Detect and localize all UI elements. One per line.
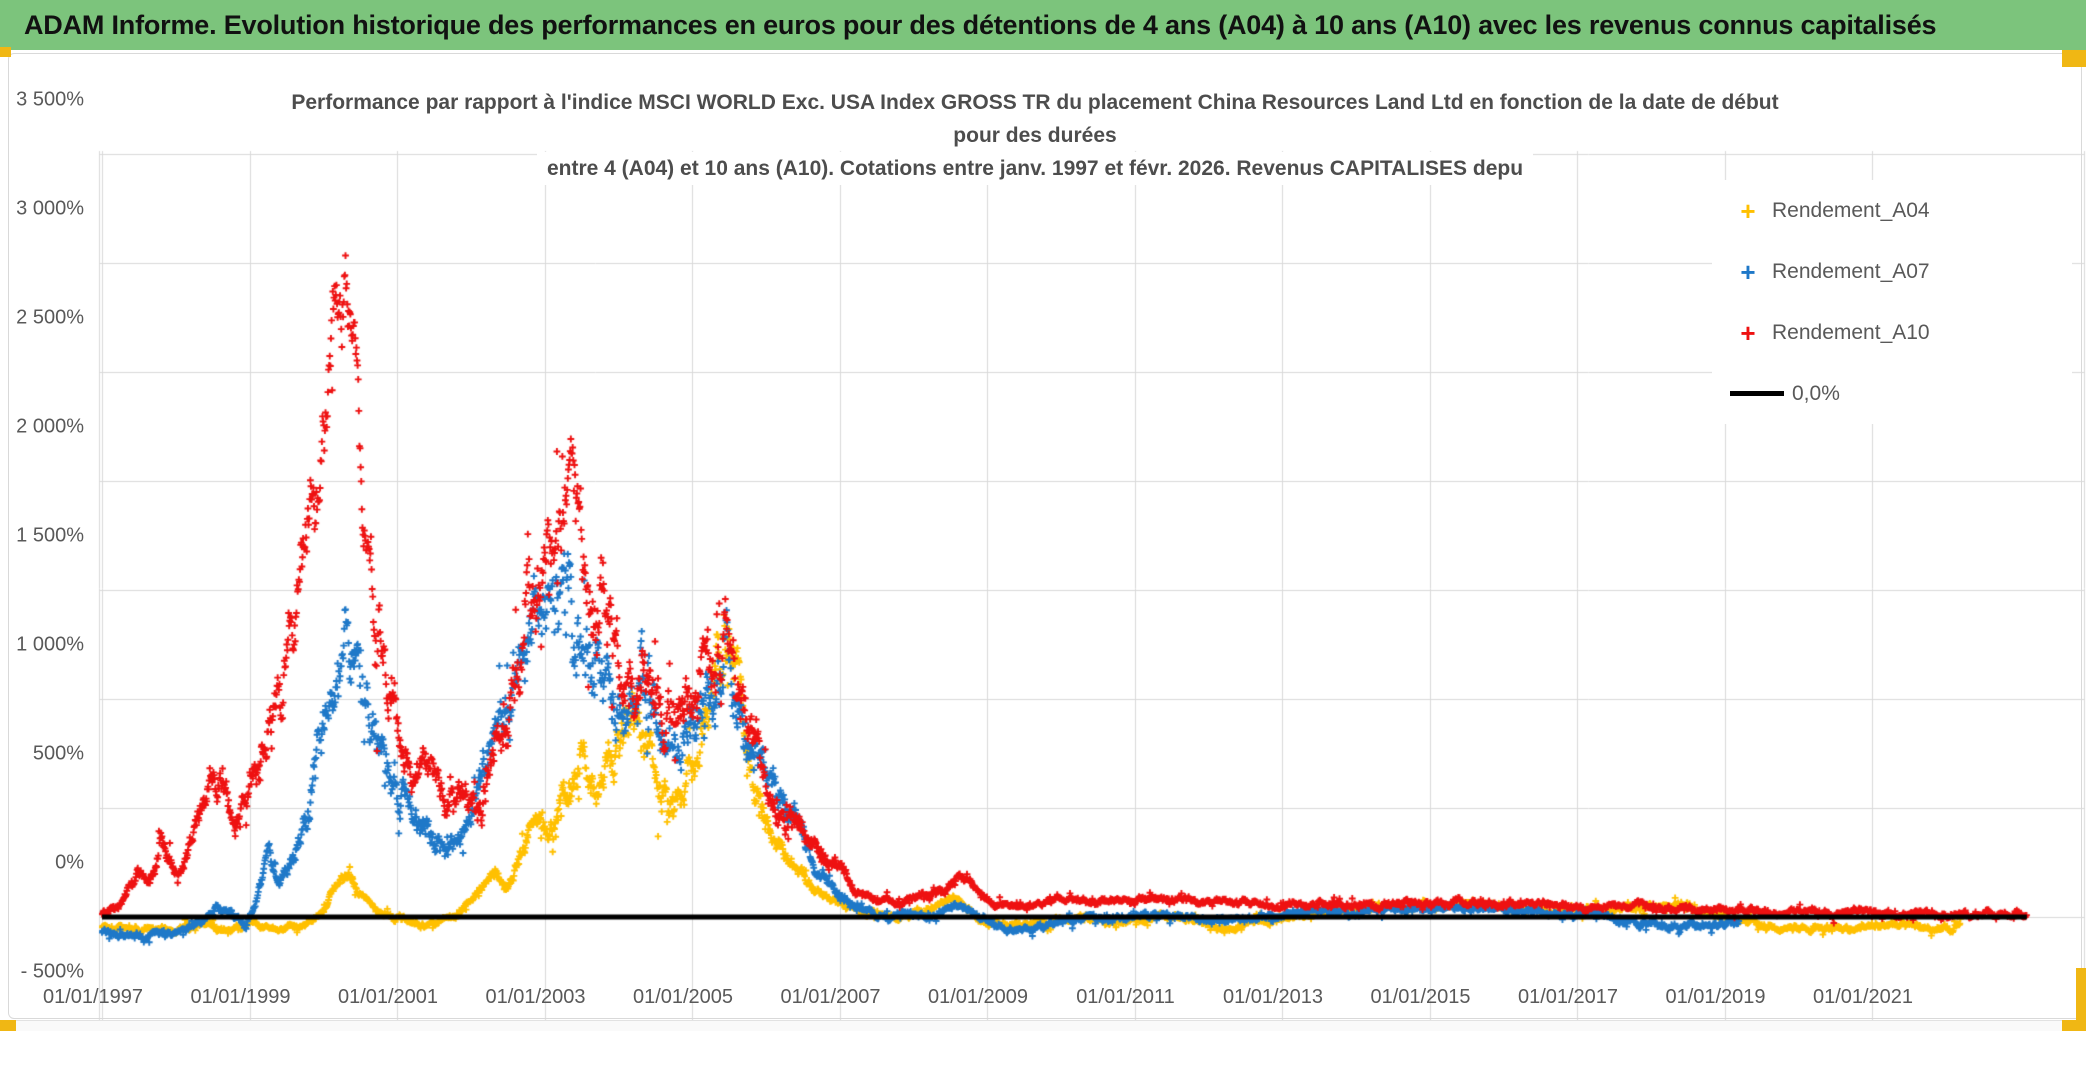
legend-item-rendement-a10[interactable]: + Rendement_A10 — [1712, 302, 2072, 363]
frame-accent-top-left — [0, 47, 11, 57]
x-tick-label: 01/01/2005 — [632, 986, 734, 1008]
chart-title: Performance par rapport à l'indice MSCI … — [60, 86, 2010, 185]
plus-marker-icon: + — [1740, 317, 1756, 348]
x-tick-label: 01/01/2001 — [337, 986, 439, 1008]
chart-title-line-3: entre 4 (A04) et 10 ans (A10). Cotations… — [536, 152, 1534, 185]
x-tick-label: 01/01/2003 — [485, 986, 586, 1008]
frame-accent-top-right — [2062, 50, 2086, 67]
y-tick-label: 0% — [55, 851, 84, 874]
x-tick-label: 01/01/2021 — [1812, 986, 1914, 1008]
y-tick-label: - 500% — [20, 960, 84, 983]
y-tick-label: 3 000% — [16, 197, 84, 220]
x-tick-label: 01/01/2013 — [1222, 986, 1324, 1008]
plus-marker-icon: + — [1740, 195, 1756, 226]
horizontal-scrollbar[interactable] — [0, 1020, 2086, 1031]
x-tick-label: 01/01/1997 — [42, 986, 144, 1008]
y-tick-label: 2 000% — [16, 415, 84, 438]
frame-accent-bottom-left — [0, 1020, 16, 1031]
x-tick-label: 01/01/2007 — [780, 986, 881, 1008]
black-line-icon — [1730, 391, 1784, 396]
x-tick-label: 01/01/2019 — [1665, 986, 1766, 1008]
chart-title-line-2: pour des durées — [943, 119, 1127, 152]
y-tick-label: 500% — [32, 742, 84, 765]
frame-accent-right — [2076, 968, 2086, 1031]
x-tick-label: 01/01/1999 — [190, 986, 291, 1008]
x-tick-label: 01/01/2015 — [1370, 986, 1471, 1008]
legend: + Rendement_A04 + Rendement_A07 + Rendem… — [1712, 180, 2072, 424]
y-tick-label: 3 500% — [16, 88, 84, 111]
plus-marker-icon: + — [1740, 256, 1756, 287]
chart-title-line-1: Performance par rapport à l'indice MSCI … — [281, 86, 1789, 119]
y-tick-label: 1 000% — [16, 633, 84, 656]
y-tick-label: 2 500% — [16, 306, 84, 329]
x-tick-label: 01/01/2011 — [1076, 986, 1175, 1008]
legend-label: Rendement_A07 — [1772, 259, 1930, 283]
legend-item-zero-line[interactable]: 0,0% — [1712, 363, 2072, 424]
x-tick-label: 01/01/2017 — [1517, 986, 1619, 1008]
app-header: ADAM Informe. Evolution historique des p… — [0, 0, 2086, 50]
legend-label: 0,0% — [1792, 381, 1840, 405]
x-tick-label: 01/01/2009 — [927, 986, 1029, 1008]
legend-label: Rendement_A10 — [1772, 320, 1930, 344]
legend-label: Rendement_A04 — [1772, 198, 1930, 222]
app-header-title: ADAM Informe. Evolution historique des p… — [24, 9, 1937, 40]
frame-accent-bottom-right — [2062, 1020, 2086, 1031]
legend-item-rendement-a07[interactable]: + Rendement_A07 — [1712, 241, 2072, 302]
y-tick-label: 1 500% — [16, 524, 84, 547]
legend-item-rendement-a04[interactable]: + Rendement_A04 — [1712, 180, 2072, 241]
